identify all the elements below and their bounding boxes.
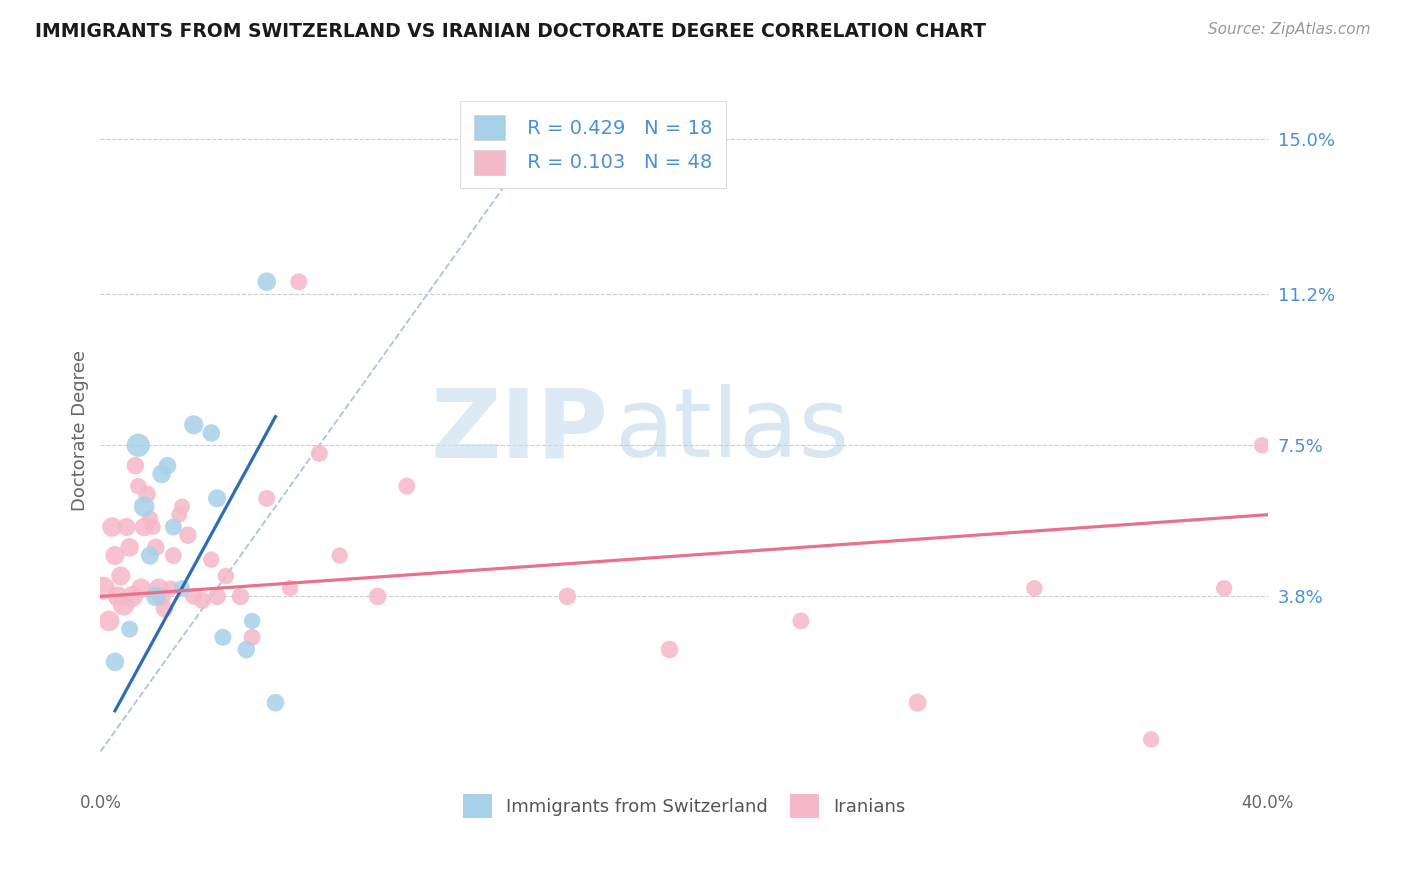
Point (127, 438, 149, 452)
Point (172, 500, 194, 514)
Point (127, 479, 149, 493)
Point (118, 622, 141, 636)
Point (104, 549, 127, 563)
Point (145, 541, 167, 555)
Text: atlas: atlas (614, 384, 849, 477)
Text: ZIP: ZIP (430, 384, 609, 477)
Point (200, 552, 222, 566)
Point (200, 425, 222, 440)
Point (115, 520, 138, 534)
Point (110, 569, 132, 583)
Point (124, 458, 146, 473)
Point (308, 446, 330, 460)
Point (156, 458, 179, 473)
Point (139, 512, 162, 526)
Point (205, 491, 228, 506)
Point (240, 630, 263, 644)
Text: IMMIGRANTS FROM SWITZERLAND VS IRANIAN DOCTORATE DEGREE CORRELATION CHART: IMMIGRANTS FROM SWITZERLAND VS IRANIAN D… (35, 22, 986, 41)
Point (148, 581, 170, 595)
Point (329, 549, 352, 563)
Point (118, 541, 141, 555)
Point (256, 491, 278, 506)
Point (256, 275, 278, 289)
Point (134, 500, 156, 514)
Point (1140, 732, 1163, 747)
Point (191, 593, 214, 607)
Point (1251, 438, 1274, 452)
Point (212, 630, 235, 644)
Point (150, 590, 173, 604)
Point (107, 590, 129, 604)
Point (142, 520, 165, 534)
Point (205, 590, 228, 604)
Point (367, 590, 389, 604)
Point (129, 581, 152, 595)
Point (172, 581, 194, 595)
Point (229, 590, 252, 604)
Point (145, 590, 167, 604)
Point (790, 614, 813, 628)
Point (177, 528, 200, 542)
Point (907, 696, 929, 710)
Point (395, 479, 418, 493)
Point (159, 581, 181, 595)
Point (288, 275, 311, 289)
Point (91, 581, 114, 595)
Point (215, 569, 238, 583)
Point (167, 508, 190, 522)
Point (235, 642, 257, 657)
Point (162, 549, 184, 563)
Point (1213, 581, 1236, 595)
Point (150, 467, 173, 481)
Point (139, 549, 162, 563)
Point (658, 642, 681, 657)
Point (153, 601, 176, 615)
Point (183, 417, 205, 432)
Point (98, 614, 121, 628)
Point (136, 487, 159, 501)
Text: Source: ZipAtlas.com: Source: ZipAtlas.com (1208, 22, 1371, 37)
Legend: Immigrants from Switzerland, Iranians: Immigrants from Switzerland, Iranians (456, 788, 912, 825)
Y-axis label: Doctorate Degree: Doctorate Degree (72, 351, 89, 511)
Point (104, 655, 127, 669)
Point (101, 520, 124, 534)
Point (162, 520, 184, 534)
Point (121, 590, 143, 604)
Point (278, 581, 301, 595)
Point (1024, 581, 1046, 595)
Point (240, 614, 263, 628)
Point (134, 520, 156, 534)
Point (264, 696, 287, 710)
Point (112, 598, 135, 612)
Point (557, 590, 579, 604)
Point (183, 590, 205, 604)
